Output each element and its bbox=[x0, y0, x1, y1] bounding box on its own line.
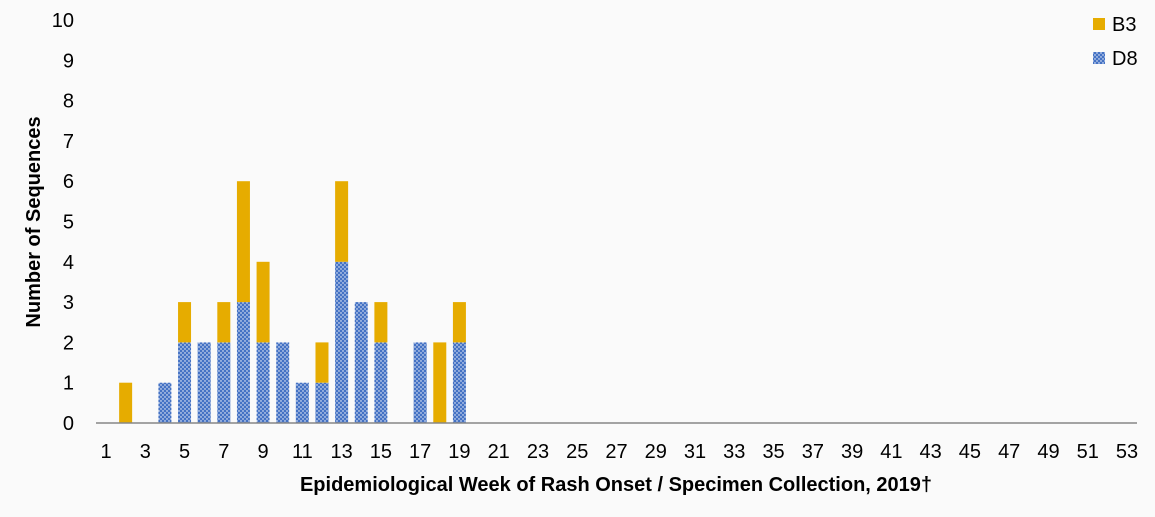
bar-b3-week-7 bbox=[217, 302, 231, 343]
x-tick-label: 19 bbox=[448, 441, 470, 463]
bar-b3-week-18 bbox=[433, 342, 447, 423]
x-tick-label: 27 bbox=[605, 441, 627, 463]
legend: B3 D8 bbox=[1093, 14, 1138, 70]
y-tick-label: 4 bbox=[63, 252, 74, 274]
y-tick-label: 2 bbox=[63, 332, 74, 354]
x-tick-label: 7 bbox=[218, 441, 229, 463]
x-tick-label: 39 bbox=[841, 441, 863, 463]
y-axis-label: Number of Sequences bbox=[23, 116, 45, 327]
y-tick-label: 9 bbox=[63, 50, 74, 72]
bar-b3-week-13 bbox=[335, 181, 349, 262]
bar-b3-week-9 bbox=[256, 261, 270, 343]
bar-b3-week-15 bbox=[374, 302, 388, 343]
legend-swatch-d8 bbox=[1093, 52, 1105, 64]
bar-b3-week-19 bbox=[452, 302, 466, 343]
x-axis-ticks: 1 3 5 7 9 11 13 15 17 19 21 23 25 27 29 31 33 35 37 39 41 43 4… bbox=[100, 441, 1138, 463]
y-axis-ticks: 0 1 2 3 4 5 6 7 8 9 10 bbox=[52, 10, 74, 435]
bar-b3-week-5 bbox=[178, 302, 192, 343]
bars bbox=[119, 181, 466, 423]
x-tick-label: 21 bbox=[488, 441, 510, 463]
y-tick-label: 3 bbox=[63, 292, 74, 314]
bar-b3-week-12 bbox=[315, 342, 329, 383]
bar-d8-week-19 bbox=[452, 342, 466, 423]
bar-d8-week-17 bbox=[413, 342, 427, 423]
x-tick-label: 3 bbox=[140, 441, 151, 463]
legend-label-d8: D8 bbox=[1112, 48, 1138, 70]
x-axis-label: Epidemiological Week of Rash Onset / Spe… bbox=[300, 474, 932, 496]
x-tick-label: 51 bbox=[1077, 441, 1099, 463]
x-tick-label: 35 bbox=[762, 441, 784, 463]
x-tick-label: 11 bbox=[292, 441, 313, 463]
x-tick-label: 9 bbox=[258, 441, 269, 463]
bar-b3-week-8 bbox=[236, 181, 250, 303]
x-tick-label: 23 bbox=[527, 441, 549, 463]
y-tick-label: 8 bbox=[63, 91, 74, 113]
x-tick-label: 1 bbox=[100, 441, 111, 463]
y-tick-label: 1 bbox=[63, 373, 74, 395]
x-tick-label: 45 bbox=[959, 441, 981, 463]
x-tick-label: 53 bbox=[1116, 441, 1138, 463]
x-tick-label: 31 bbox=[684, 441, 706, 463]
x-tick-label: 37 bbox=[802, 441, 824, 463]
x-tick-label: 5 bbox=[179, 441, 190, 463]
bar-d8-week-10 bbox=[276, 342, 290, 423]
x-tick-label: 13 bbox=[330, 441, 352, 463]
legend-label-b3: B3 bbox=[1112, 14, 1136, 36]
y-tick-label: 6 bbox=[63, 171, 74, 193]
bar-d8-week-11 bbox=[295, 382, 309, 423]
x-tick-label: 49 bbox=[1037, 441, 1059, 463]
bar-d8-week-9 bbox=[256, 342, 270, 423]
bar-d8-week-14 bbox=[354, 302, 368, 423]
bar-d8-week-8 bbox=[236, 302, 250, 423]
bar-d8-week-7 bbox=[217, 342, 231, 423]
x-tick-label: 43 bbox=[920, 441, 942, 463]
x-tick-label: 47 bbox=[998, 441, 1020, 463]
bar-d8-week-5 bbox=[178, 342, 192, 423]
x-tick-label: 29 bbox=[645, 441, 667, 463]
y-tick-label: 10 bbox=[52, 10, 74, 32]
bar-d8-week-13 bbox=[335, 261, 349, 423]
y-tick-label: 5 bbox=[63, 212, 74, 234]
x-tick-label: 25 bbox=[566, 441, 588, 463]
y-tick-label: 7 bbox=[63, 131, 74, 153]
x-tick-label: 41 bbox=[880, 441, 902, 463]
bar-d8-week-15 bbox=[374, 342, 388, 423]
bar-d8-week-6 bbox=[197, 342, 211, 423]
bar-d8-week-4 bbox=[158, 382, 172, 423]
bar-b3-week-2 bbox=[119, 382, 133, 423]
bar-d8-week-12 bbox=[315, 382, 329, 423]
y-tick-label: 0 bbox=[63, 413, 74, 435]
legend-swatch-b3 bbox=[1093, 18, 1105, 30]
x-tick-label: 33 bbox=[723, 441, 745, 463]
x-tick-label: 15 bbox=[370, 441, 392, 463]
x-tick-label: 17 bbox=[409, 441, 431, 463]
